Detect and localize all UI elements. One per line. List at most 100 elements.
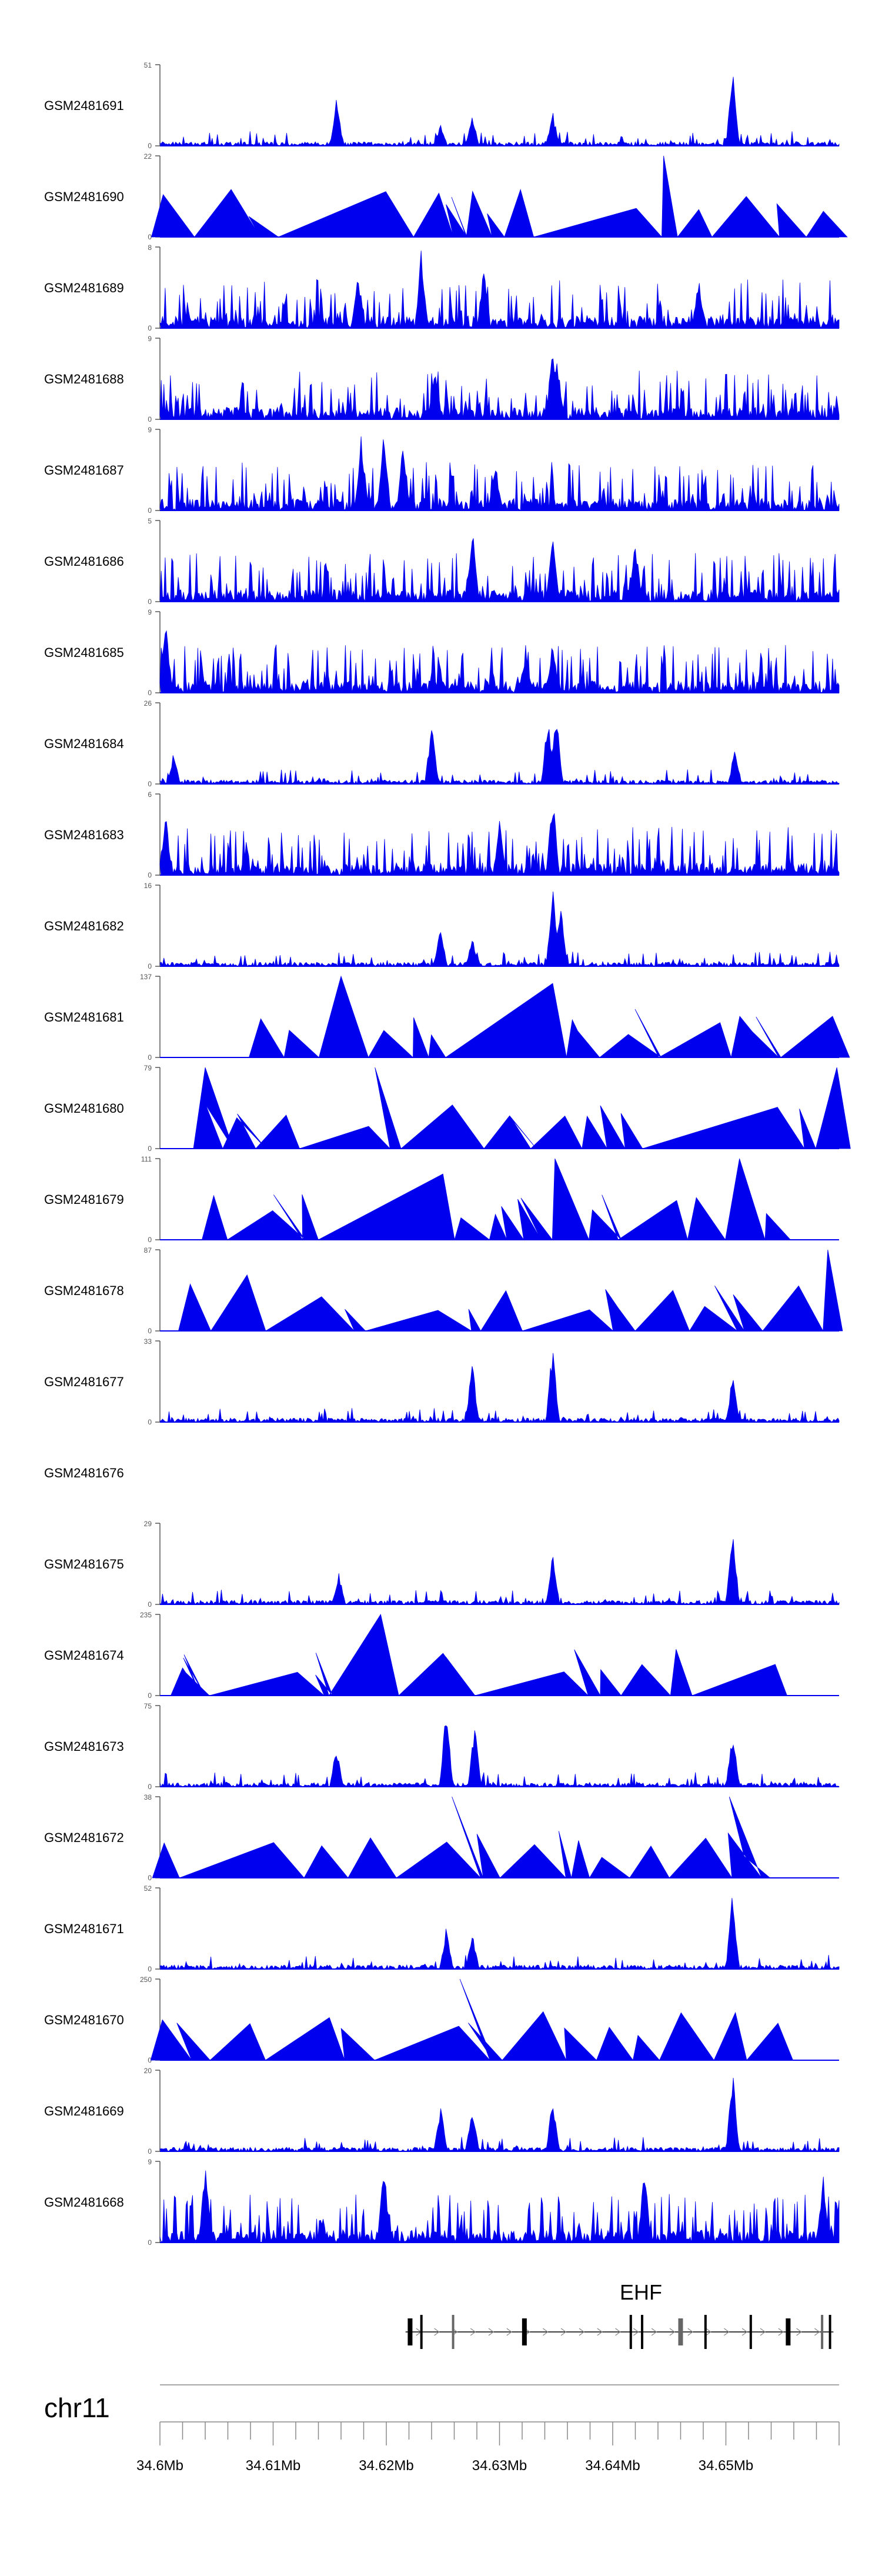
coverage-area: [159, 76, 840, 147]
track-GSM2481686: GSM2481686 5 0: [44, 517, 840, 606]
y-tick-label: 0: [148, 1691, 152, 1700]
track-GSM2481668: GSM2481668 9 0: [44, 2158, 840, 2247]
track-label: GSM2481683: [44, 827, 124, 842]
coverage-area: [159, 630, 840, 694]
track-GSM2481677: GSM2481677 33 0: [44, 1337, 840, 1426]
y-tick-label: 52: [144, 1884, 152, 1893]
track-GSM2481691: GSM2481691 51 0: [44, 61, 840, 150]
y-tick-label: 111: [141, 1155, 152, 1163]
y-tick-label: 0: [148, 324, 152, 332]
y-tick-label: 0: [148, 1144, 152, 1153]
track-label: GSM2481687: [44, 463, 124, 478]
y-tick-label: 26: [144, 699, 152, 708]
x-tick-label: 34.6Mb: [136, 2458, 183, 2474]
strand-arrow: [579, 2328, 585, 2336]
y-tick-label: 8: [148, 243, 152, 252]
track-label: GSM2481688: [44, 372, 124, 386]
track-GSM2481685: GSM2481685 9 0: [44, 608, 840, 697]
strand-arrow: [633, 2328, 639, 2336]
track-GSM2481670: GSM2481670 250 0: [44, 1976, 839, 2064]
track-GSM2481671: GSM2481671 52 0: [44, 1884, 840, 1973]
strand-arrow: [814, 2328, 820, 2336]
gene-exon: [407, 2318, 413, 2345]
track-GSM2481672: GSM2481672 38 0: [44, 1793, 839, 1882]
track-GSM2481674: GSM2481674 235 0: [44, 1611, 839, 1700]
track-label: GSM2481680: [44, 1101, 124, 1116]
x-tick-label: 34.61Mb: [246, 2458, 300, 2474]
track-GSM2481680: GSM2481680 79 0: [44, 1064, 851, 1153]
track-GSM2481678: GSM2481678 87 0: [44, 1246, 843, 1335]
y-tick-label: 51: [144, 61, 152, 69]
y-tick-label: 16: [144, 882, 152, 890]
track-GSM2481675: GSM2481675 29 0: [44, 1520, 840, 1609]
x-tick-label: 34.63Mb: [472, 2458, 527, 2474]
coverage-area: [159, 358, 840, 420]
track-label: GSM2481685: [44, 645, 124, 660]
strand-arrow: [560, 2328, 567, 2336]
gene-exon: [420, 2315, 423, 2349]
y-tick-label: 0: [148, 1053, 152, 1062]
y-tick-label: 33: [144, 1337, 152, 1346]
strand-arrow: [706, 2328, 711, 2336]
y-tick-label: 0: [148, 962, 152, 970]
track-label: GSM2481670: [44, 2013, 124, 2027]
y-tick-label: 9: [148, 2158, 152, 2166]
track-label: GSM2481681: [44, 1010, 124, 1025]
y-tick-label: 0: [148, 1327, 152, 1335]
y-tick-label: 0: [148, 506, 152, 515]
track-label: GSM2481691: [44, 98, 124, 113]
track-label: GSM2481671: [44, 1921, 124, 1936]
gene-exon: [749, 2315, 752, 2349]
coverage-area: [159, 891, 840, 967]
gene-exon: [678, 2318, 683, 2345]
track-label: GSM2481675: [44, 1557, 124, 1571]
y-tick-label: 0: [148, 1783, 152, 1791]
track-GSM2481673: GSM2481673 75 0: [44, 1702, 840, 1791]
y-tick-label: 79: [144, 1064, 152, 1072]
track-GSM2481676: GSM2481676: [44, 1466, 124, 1480]
track-label: GSM2481672: [44, 1830, 124, 1845]
y-tick-label: 9: [148, 608, 152, 616]
genome-axis-track: chr11 34.6Mb 34.61Mb 34.62Mb 34.63Mb 34.64Mb…: [44, 2384, 840, 2474]
track-GSM2481679: GSM2481679 111 0: [44, 1155, 839, 1244]
gene-exon: [452, 2315, 455, 2349]
coverage-area: [150, 1978, 794, 2061]
gene-exon: [704, 2315, 707, 2349]
coverage-area: [159, 1353, 840, 1423]
track-label: GSM2481676: [44, 1466, 124, 1480]
strand-arrow: [760, 2328, 766, 2336]
y-tick-label: 6: [148, 790, 152, 799]
y-tick-label: 38: [144, 1793, 152, 1801]
x-tick-label: 34.64Mb: [585, 2458, 640, 2474]
y-tick-label: 0: [148, 1418, 152, 1426]
track-GSM2481689: GSM2481689 8 0: [44, 243, 840, 332]
track-label: GSM2481682: [44, 919, 124, 933]
track-label: GSM2481674: [44, 1648, 124, 1663]
track-GSM2481681: GSM2481681 137 0: [44, 973, 850, 1062]
y-tick-label: 137: [140, 973, 152, 981]
track-label: GSM2481686: [44, 554, 124, 569]
y-tick-label: 0: [148, 1965, 152, 1973]
y-tick-label: 235: [140, 1611, 152, 1619]
track-GSM2481682: GSM2481682 16 0: [44, 882, 840, 970]
track-GSM2481687: GSM2481687 9 0: [44, 426, 840, 515]
coverage-area: [151, 155, 848, 238]
track-GSM2481690: GSM2481690 22 0: [44, 152, 848, 241]
y-tick-label: 0: [148, 598, 152, 606]
track-GSM2481669: GSM2481669 20 0: [44, 2067, 840, 2155]
y-tick-label: 87: [144, 1246, 152, 1254]
coverage-area: [178, 1249, 843, 1332]
coverage-area: [248, 975, 850, 1059]
y-tick-label: 9: [148, 335, 152, 343]
strand-arrow: [488, 2328, 495, 2336]
y-tick-label: 0: [148, 780, 152, 788]
track-label: GSM2481679: [44, 1192, 124, 1207]
y-tick-label: 9: [148, 426, 152, 434]
y-tick-label: 75: [144, 1702, 152, 1710]
strand-arrow: [669, 2328, 676, 2336]
strand-arrow: [741, 2328, 748, 2336]
coverage-area: [159, 729, 840, 785]
y-tick-label: 0: [148, 2238, 152, 2247]
strand-arrow: [687, 2328, 693, 2336]
y-tick-label: 20: [144, 2067, 152, 2075]
